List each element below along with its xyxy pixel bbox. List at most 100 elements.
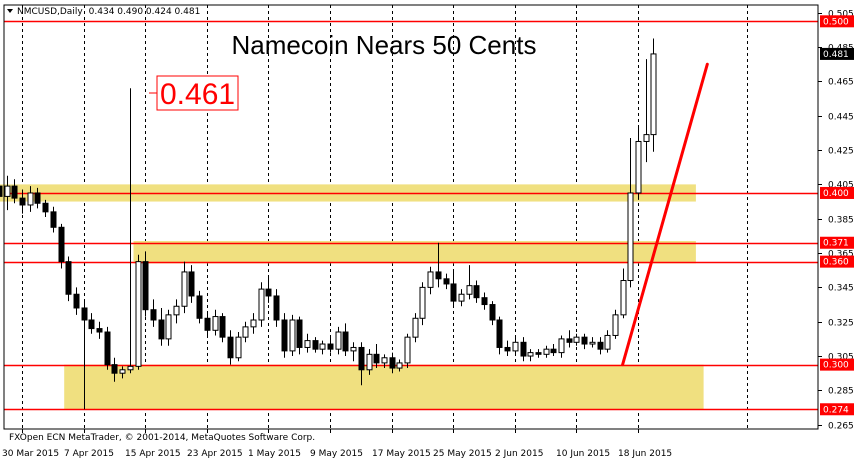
candle: [0, 185, 3, 197]
candle: [219, 313, 226, 343]
candle: [543, 345, 550, 358]
x-tick-label: 18 Jun 2015: [618, 449, 672, 459]
candle: [335, 326, 342, 355]
candle-body: [458, 293, 465, 302]
candle: [273, 289, 280, 327]
candle-body: [42, 202, 49, 213]
candle-body: [235, 336, 242, 359]
candle-body: [119, 369, 126, 374]
candle-body: [335, 331, 342, 350]
candle-body: [27, 192, 34, 206]
y-axis: 0.5050.4850.4650.4450.4250.4050.3850.365…: [818, 10, 854, 432]
y-tick-label: 0.405: [828, 181, 854, 191]
candle: [119, 366, 126, 379]
candle: [581, 333, 588, 350]
candle: [573, 333, 580, 346]
x-tick-label: 30 Mar 2015: [2, 449, 59, 459]
level-price-tag-bg: [820, 255, 854, 268]
x-tick-label: 23 Apr 2015: [187, 449, 243, 459]
candle-body: [96, 328, 103, 333]
level-price-tag-bg: [820, 186, 854, 199]
y-tick-label: 0.285: [828, 387, 854, 397]
candle: [396, 359, 403, 372]
x-tick-label: 9 May 2015: [310, 449, 363, 459]
candle-body: [0, 185, 3, 197]
candle: [550, 344, 557, 357]
candle: [4, 175, 11, 211]
candle-body: [381, 357, 388, 364]
candle: [242, 321, 249, 343]
level-price-tag-bg: [820, 403, 854, 416]
x-tick-label: 2 Jun 2015: [495, 449, 543, 459]
candle-body: [173, 305, 180, 316]
candle: [473, 280, 480, 303]
candle: [404, 333, 411, 369]
plot-border: [3, 4, 819, 430]
candle: [450, 270, 457, 308]
candle-body: [73, 293, 80, 309]
candle-body: [181, 271, 188, 307]
level-price-tag-text: 0.274: [823, 405, 849, 415]
copyright-text: FXOpen ECN MetaTrader, © 2001-2014, Meta…: [9, 433, 315, 443]
candle-body: [142, 261, 149, 311]
candle: [643, 59, 650, 163]
candle: [250, 313, 257, 334]
candle-body: [558, 338, 565, 354]
level-price-tag-text: 0.500: [823, 17, 849, 27]
collapse-triangle-icon[interactable]: [7, 9, 13, 13]
candle-body: [597, 341, 604, 350]
x-tick-label: 10 Jun 2015: [556, 449, 610, 459]
candle-body: [242, 326, 249, 338]
candle: [81, 301, 88, 410]
candle: [358, 342, 365, 386]
candle: [435, 242, 442, 288]
x-tick-label: 1 May 2015: [248, 449, 301, 459]
candle: [527, 349, 534, 362]
level-price-tag: 0.500: [820, 15, 854, 28]
candle: [258, 282, 265, 327]
y-tick-label: 0.325: [828, 319, 854, 329]
candle-body: [604, 334, 611, 350]
x-tick-label: 25 May 2015: [433, 449, 492, 459]
candle: [620, 268, 627, 319]
candle-body: [196, 295, 203, 319]
candle: [265, 275, 272, 303]
candle-body: [643, 134, 650, 142]
level-price-tag-bg: [820, 236, 854, 249]
candle-body: [65, 261, 72, 295]
candle: [650, 38, 657, 152]
candle: [135, 254, 142, 370]
candle-body: [81, 307, 88, 321]
candle-body: [535, 352, 542, 355]
candle-body: [127, 365, 134, 371]
candle: [19, 189, 26, 214]
level-price-tag-bg: [820, 358, 854, 371]
candle-body: [473, 285, 480, 299]
candle-body: [188, 271, 195, 297]
candle: [50, 206, 57, 233]
candle: [142, 251, 149, 317]
candle-body: [512, 341, 519, 352]
candle-body: [550, 348, 557, 354]
candle-body: [19, 197, 26, 206]
candle-body: [350, 346, 357, 352]
level-price-tag-text: 0.360: [823, 258, 849, 268]
candle: [235, 332, 242, 362]
candle-body: [158, 319, 165, 340]
candle-body: [342, 331, 349, 352]
candle: [73, 287, 80, 315]
current-price-tag-text: 0.481: [823, 50, 849, 60]
candle-body: [250, 319, 257, 328]
candle: [612, 309, 619, 339]
candle: [173, 299, 180, 324]
candle-body: [635, 140, 642, 194]
candle-body: [265, 288, 272, 297]
candle-body: [50, 211, 57, 228]
candle: [165, 309, 172, 346]
level-price-tag-text: 0.300: [823, 361, 849, 371]
candle: [558, 335, 565, 358]
candle: [312, 337, 319, 353]
candle-body: [204, 317, 211, 331]
candle-body: [58, 226, 65, 263]
